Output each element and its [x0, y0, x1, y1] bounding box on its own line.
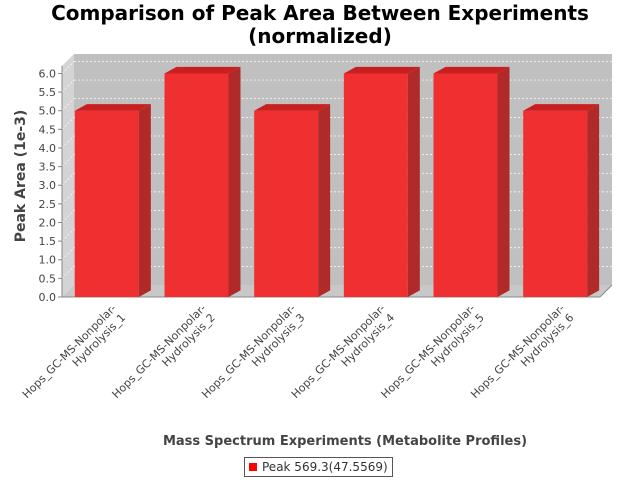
- gridline-side: [61, 247, 75, 260]
- bar: [523, 104, 600, 297]
- y-tick-label: 1.5: [39, 235, 57, 248]
- y-axis-title: Peak Area (1e-3): [13, 110, 29, 243]
- legend-label: Peak 569.3(47.5569): [262, 460, 388, 474]
- chart-title-line-2: (normalized): [248, 24, 392, 48]
- gridline-side: [61, 191, 75, 205]
- bar-side: [497, 66, 510, 297]
- bar-top: [254, 104, 331, 111]
- bars: [74, 66, 600, 297]
- y-tick-label: 3.0: [39, 179, 57, 192]
- plot-area: [61, 54, 613, 298]
- gridline-side: [61, 172, 75, 186]
- bar-side: [318, 104, 331, 297]
- bar-front: [164, 73, 229, 297]
- gridline-side: [61, 61, 75, 74]
- bar-front: [343, 73, 408, 297]
- bar: [343, 66, 420, 297]
- y-tick-label: 1.0: [39, 254, 57, 267]
- y-tick-label: 4.0: [39, 142, 57, 155]
- bar-top: [523, 104, 600, 111]
- gridline-side: [61, 154, 75, 167]
- bar-top: [433, 66, 510, 74]
- legend-swatch: [249, 463, 257, 471]
- y-tick-label: 6.0: [39, 67, 57, 80]
- plot-left-wall: [62, 54, 74, 297]
- bar-front: [523, 110, 588, 297]
- bar: [254, 104, 331, 297]
- bar-side: [228, 66, 241, 297]
- x-axis-title: Mass Spectrum Experiments (Metabolite Pr…: [163, 434, 527, 449]
- gridline-side: [61, 266, 75, 279]
- bar-side: [587, 104, 600, 297]
- y-tick-label: 5.5: [39, 86, 57, 99]
- bar-top: [74, 104, 151, 111]
- y-tick-label: 4.5: [39, 123, 57, 136]
- bar-front: [74, 110, 139, 297]
- bar: [74, 104, 151, 297]
- chart-title-line-1: Comparison of Peak Area Between Experime…: [51, 1, 589, 25]
- gridline-side: [61, 79, 75, 93]
- bar-top: [343, 66, 420, 74]
- y-tick-label: 2.5: [39, 198, 57, 211]
- chart-title: Comparison of Peak Area Between Experime…: [0, 2, 640, 48]
- bar-front: [433, 73, 498, 297]
- gridline-side: [61, 228, 75, 242]
- y-tick-label: 0.0: [39, 291, 57, 304]
- x-tick-label-line: Hops_GC-MS-Nonpolar-: [20, 302, 119, 401]
- y-tick-label: 3.5: [39, 161, 57, 174]
- x-axis: Hops_GC-MS-Nonpolar-Hydrolysis_1Hops_GC-…: [20, 302, 577, 401]
- y-tick-label: 2.0: [39, 216, 57, 229]
- gridline-side: [61, 210, 75, 223]
- plot-floor-corner: [599, 284, 613, 298]
- bar-side: [407, 66, 420, 297]
- gridline-side: [61, 117, 75, 130]
- bar-front: [254, 110, 319, 297]
- plot-back-wall: [74, 54, 612, 285]
- y-axis: 0.0 0.5 1.0 1.5 2.0 2.5 3.0 3.5 4.0 4.5 5.0 5.5 6.0: [39, 66, 63, 304]
- y-tick-label: 5.0: [39, 105, 57, 118]
- gridline-side: [61, 98, 75, 111]
- legend: Peak 569.3(47.5569): [244, 457, 393, 477]
- y-tick-label: 0.5: [39, 272, 57, 285]
- bar-side: [138, 104, 151, 297]
- bar-top: [164, 66, 241, 74]
- gridline-side: [61, 135, 75, 149]
- bar: [164, 66, 241, 297]
- bar: [433, 66, 510, 297]
